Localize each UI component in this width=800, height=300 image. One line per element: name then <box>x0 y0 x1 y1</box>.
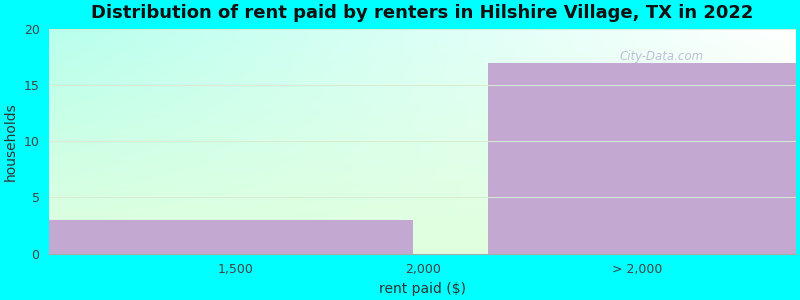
Text: City-Data.com: City-Data.com <box>619 50 703 63</box>
X-axis label: rent paid ($): rent paid ($) <box>379 282 466 296</box>
Y-axis label: households: households <box>4 102 18 181</box>
Bar <box>50 220 414 254</box>
Title: Distribution of rent paid by renters in Hilshire Village, TX in 2022: Distribution of rent paid by renters in … <box>91 4 754 22</box>
Bar <box>488 63 796 254</box>
